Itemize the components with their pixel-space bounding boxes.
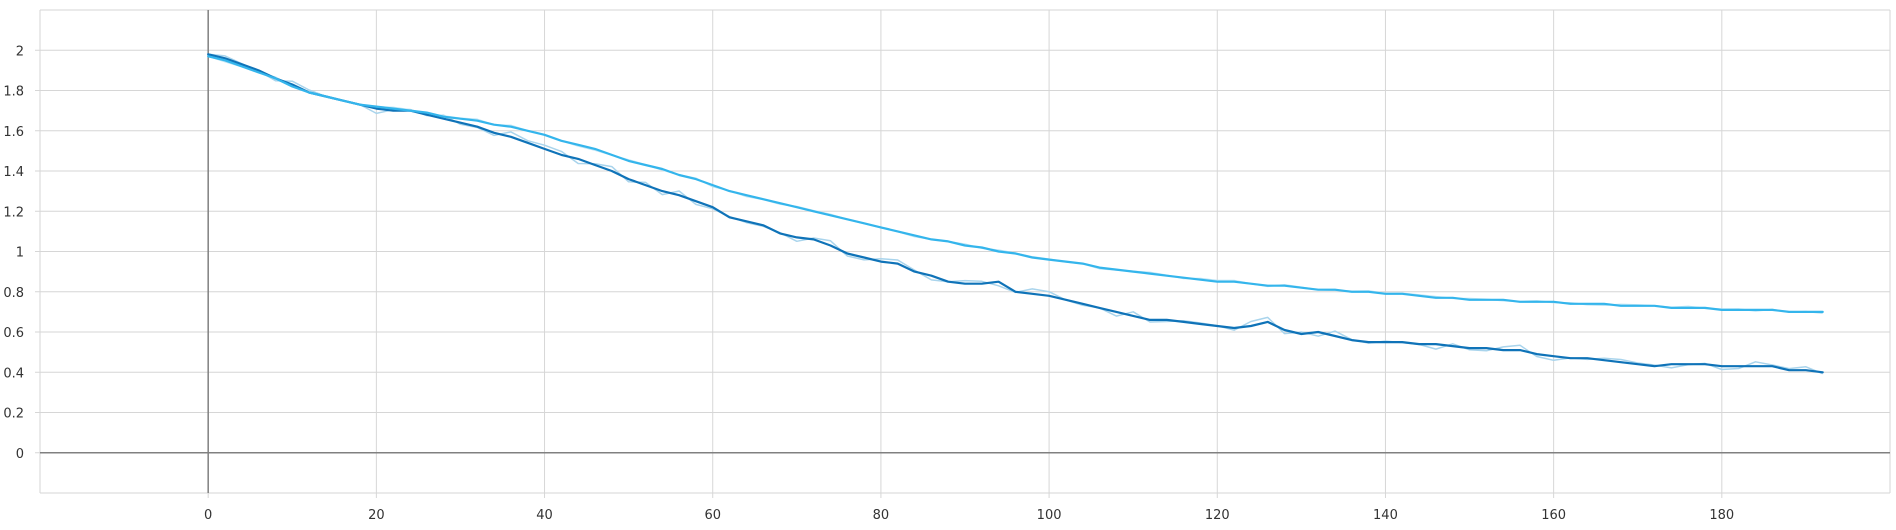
y-tick-label: 1.6 [3, 125, 24, 140]
series-layer [207, 53, 1824, 375]
x-tick-label: 120 [1205, 508, 1230, 523]
x-tick-label: 40 [536, 508, 553, 523]
series-1-raw-line [207, 55, 1823, 315]
y-tick-label: 2 [16, 44, 24, 59]
axis-layer [40, 10, 1890, 493]
y-tick-label: 1.8 [3, 85, 24, 100]
tick-label-layer: 00.20.40.60.811.21.41.61.820 20 40 60 80 100 1… [3, 44, 1734, 523]
y-tick-label: 0 [16, 447, 24, 462]
x-tick-label: 80 [873, 508, 890, 523]
y-tick-label: 0.4 [3, 366, 24, 381]
x-tick-label: 180 [1709, 508, 1734, 523]
x-tick-label: 140 [1373, 508, 1398, 523]
y-tick-label: 0.6 [3, 326, 24, 341]
series-1-line [207, 55, 1824, 313]
y-tick-label: 1.4 [3, 165, 24, 180]
x-tick-label: 20 [368, 508, 385, 523]
y-tick-label: 0.2 [3, 407, 24, 422]
x-tick-label: 0 [204, 508, 212, 523]
y-tick-label: 0.8 [3, 286, 24, 301]
series-0-raw-line [208, 53, 1823, 375]
x-tick-label: 160 [1541, 508, 1566, 523]
series-0-line [207, 53, 1824, 374]
y-tick-label: 1 [16, 246, 24, 261]
y-tick-label: 1.2 [3, 205, 24, 220]
grid-layer [35, 9, 1891, 498]
x-tick-label: 100 [1037, 508, 1062, 523]
x-tick-label: 60 [704, 508, 721, 523]
